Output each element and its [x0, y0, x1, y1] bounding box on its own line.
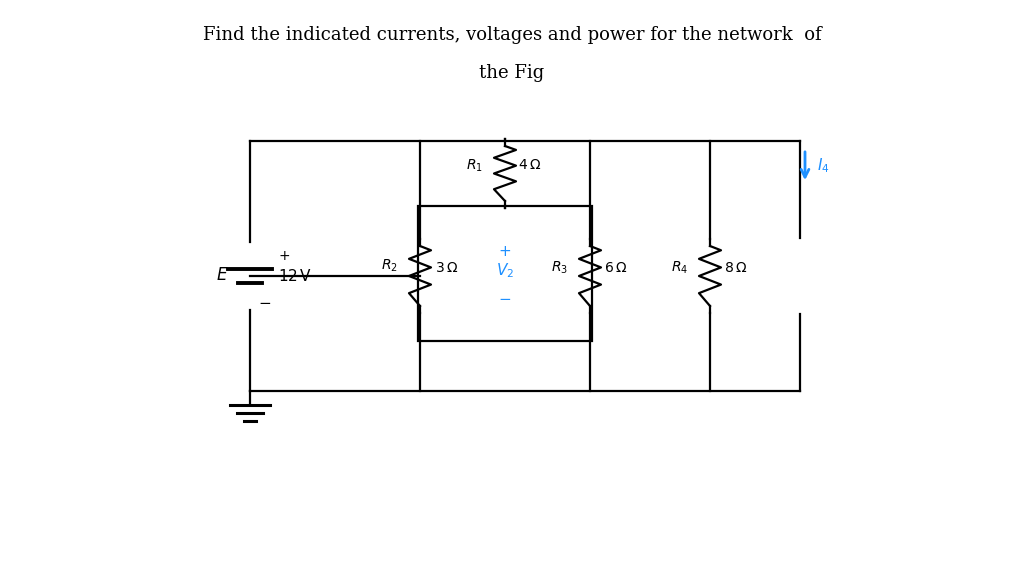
Text: $V_2$: $V_2$: [496, 261, 514, 280]
Text: the Fig: the Fig: [479, 64, 545, 82]
Text: $R_3$: $R_3$: [551, 260, 568, 276]
Text: $6\,\Omega$: $6\,\Omega$: [604, 261, 628, 275]
Text: Find the indicated currents, voltages and power for the network  of: Find the indicated currents, voltages an…: [203, 26, 821, 44]
Text: $R_1$: $R_1$: [466, 157, 483, 174]
Text: $R_4$: $R_4$: [671, 260, 688, 276]
Text: $8\,\Omega$: $8\,\Omega$: [724, 261, 748, 275]
Text: $12\,\mathrm{V}$: $12\,\mathrm{V}$: [278, 268, 312, 284]
Text: $+$: $+$: [278, 249, 290, 263]
Text: $I_4$: $I_4$: [817, 157, 829, 175]
Text: $-$: $-$: [258, 294, 271, 309]
Text: $R_2$: $R_2$: [381, 258, 398, 274]
Text: $+$: $+$: [499, 244, 512, 259]
Text: $-$: $-$: [499, 290, 512, 305]
Text: $3\,\Omega$: $3\,\Omega$: [435, 261, 458, 275]
Text: $4\,\Omega$: $4\,\Omega$: [518, 158, 542, 172]
Text: $E$: $E$: [215, 267, 228, 285]
Bar: [418, 206, 592, 341]
